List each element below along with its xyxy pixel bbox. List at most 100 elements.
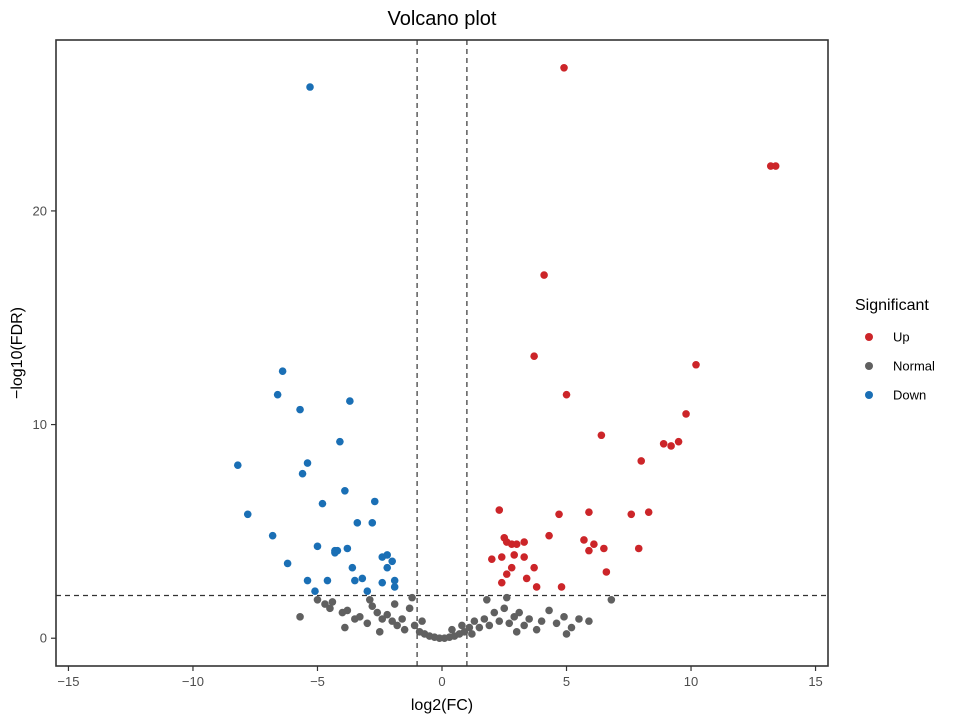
point-up-10 [667, 442, 675, 450]
point-down-13 [353, 519, 362, 527]
point-normal-5 [343, 606, 352, 615]
point-down-29 [323, 576, 332, 585]
point-down-27 [358, 574, 367, 583]
point-normal-46 [560, 613, 568, 621]
point-up-27 [634, 544, 643, 553]
point-up-14 [555, 510, 563, 519]
point-normal-55 [458, 621, 466, 630]
point-normal-11 [378, 615, 387, 623]
legend-label-up: Up [893, 330, 910, 345]
point-normal-7 [356, 613, 364, 621]
point-normal-31 [475, 623, 484, 632]
point-normal-43 [537, 617, 546, 625]
point-down-26 [351, 576, 359, 585]
point-up-11 [674, 437, 683, 446]
x-tick-label-6: 15 [808, 674, 822, 689]
point-up-23 [520, 538, 528, 546]
point-normal-62 [365, 595, 374, 604]
point-up-18 [545, 531, 553, 540]
point-up-32 [585, 546, 593, 555]
point-down-34 [390, 583, 399, 591]
point-normal-52 [341, 623, 349, 632]
point-down-10 [318, 499, 327, 508]
point-up-28 [488, 555, 496, 563]
point-down-16 [313, 542, 322, 551]
point-normal-2 [321, 600, 329, 608]
point-normal-36 [500, 604, 509, 613]
point-down-6 [233, 461, 242, 469]
point-down-28 [378, 578, 387, 587]
point-normal-30 [470, 617, 479, 625]
point-normal-44 [545, 606, 553, 615]
point-normal-50 [607, 595, 616, 604]
x-tick-label-0: −15 [57, 674, 79, 689]
point-down-24 [348, 563, 357, 572]
point-normal-33 [485, 621, 494, 630]
point-down-25 [383, 563, 392, 572]
point-up-4 [530, 352, 538, 361]
x-tick-label-3: 0 [438, 674, 445, 689]
point-down-3 [346, 397, 354, 405]
point-up-0 [560, 63, 568, 72]
legend-label-normal: Normal [893, 359, 935, 374]
point-normal-12 [383, 610, 392, 619]
point-up-5 [692, 360, 700, 369]
point-down-11 [370, 497, 379, 506]
point-up-8 [597, 431, 606, 440]
point-up-2 [771, 162, 780, 170]
legend: Significant Up Normal Down [855, 297, 935, 403]
point-down-30 [303, 576, 312, 585]
point-up-9 [659, 440, 668, 448]
point-up-34 [530, 563, 538, 572]
point-down-0 [306, 83, 314, 91]
point-down-15 [268, 531, 277, 540]
point-normal-0 [296, 613, 304, 621]
point-down-21 [388, 557, 396, 566]
point-up-26 [600, 544, 608, 553]
point-normal-58 [502, 593, 511, 602]
legend-marker-down [865, 391, 873, 399]
point-normal-54 [390, 600, 399, 608]
legend-marker-normal [865, 362, 873, 370]
point-down-8 [298, 469, 307, 478]
y-tick-label-1: 10 [33, 417, 47, 432]
point-up-13 [495, 506, 504, 514]
y-axis-title: −log10(FDR) [9, 307, 26, 399]
point-up-39 [532, 583, 541, 591]
plot-border [55, 39, 829, 667]
plot-area: −15 −10 −5 0 5 10 15 0 10 20 [33, 39, 829, 689]
point-up-16 [627, 510, 636, 519]
point-up-38 [497, 578, 506, 587]
point-normal-13 [388, 617, 396, 625]
point-down-32 [311, 587, 319, 596]
x-tick-label-5: 10 [684, 674, 698, 689]
point-normal-49 [585, 617, 593, 625]
point-down-18 [343, 544, 352, 553]
x-tick-label-2: −5 [310, 674, 325, 689]
point-normal-3 [328, 598, 337, 606]
point-up-25 [590, 540, 598, 549]
legend-marker-up [865, 333, 873, 341]
point-up-15 [585, 508, 593, 516]
point-normal-60 [418, 617, 426, 625]
point-normal-14 [393, 621, 401, 630]
point-normal-1 [313, 595, 322, 604]
point-normal-16 [400, 625, 409, 634]
x-tick-label-1: −10 [182, 674, 204, 689]
point-up-37 [522, 574, 531, 583]
point-normal-56 [468, 630, 476, 638]
y-tick-label-0: 0 [40, 631, 47, 646]
point-down-20 [383, 551, 392, 559]
point-normal-63 [448, 625, 456, 634]
point-normal-61 [408, 593, 416, 602]
x-tick-label-4: 5 [563, 674, 570, 689]
point-up-7 [682, 410, 690, 418]
point-normal-15 [398, 615, 406, 623]
point-normal-45 [552, 619, 561, 628]
point-normal-8 [363, 619, 372, 628]
point-up-24 [580, 536, 588, 544]
point-up-22 [512, 540, 521, 549]
point-down-7 [303, 459, 312, 467]
legend-label-down: Down [893, 388, 926, 403]
point-normal-29 [465, 623, 474, 632]
